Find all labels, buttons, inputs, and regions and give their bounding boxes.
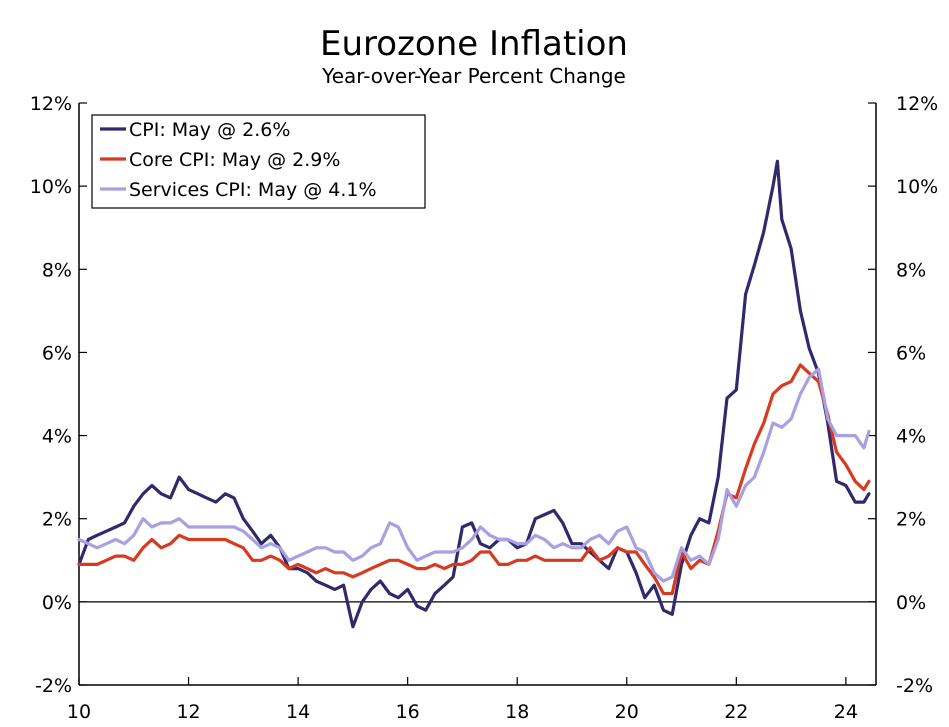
y-tick-label-left: 6% <box>42 342 72 364</box>
legend-label-3: Services CPI: May @ 4.1% <box>129 179 377 201</box>
x-tick-label: 14 <box>286 701 310 723</box>
series-line-3 <box>77 367 871 583</box>
plot-area: 12% 12% 10% 10% 8% 8% 6% 6% 4% 4% 2% 2% 0% 0% -2% -2% 10… <box>30 93 938 723</box>
y-tick-label-left: 10% <box>30 176 72 198</box>
y-tick-label-right: 6% <box>896 342 926 364</box>
y-tick-label-right: 8% <box>896 259 926 281</box>
y-tick-label-right: 2% <box>896 509 926 531</box>
y-tick-label-right: 4% <box>896 426 926 448</box>
y-tick-label-right: 12% <box>896 93 938 115</box>
chart-title: Eurozone Inflation <box>320 24 628 64</box>
y-tick-label-right: 10% <box>896 176 938 198</box>
y-tick-label-left: 4% <box>42 426 72 448</box>
chart-subtitle: Year-over-Year Percent Change <box>321 64 626 88</box>
x-tick-label: 12 <box>176 701 200 723</box>
series-line-1 <box>77 159 871 629</box>
y-tick-label-left: 12% <box>30 93 72 115</box>
legend-box <box>91 114 426 209</box>
y-tick-label-left: 8% <box>42 259 72 281</box>
y-tick-label-right: 0% <box>896 592 926 614</box>
x-tick-label: 18 <box>505 701 529 723</box>
x-tick-label: 20 <box>615 701 639 723</box>
x-tick-label: 16 <box>396 701 420 723</box>
x-tick-label: 24 <box>834 701 858 723</box>
y-tick-label-right: -2% <box>896 675 933 697</box>
x-tick-label: 10 <box>67 701 91 723</box>
x-tick-label: 22 <box>724 701 748 723</box>
series-line-2 <box>77 363 871 596</box>
y-tick-label-left: -2% <box>35 675 72 697</box>
y-tick-label-left: 0% <box>42 592 72 614</box>
legend-label-1: CPI: May @ 2.6% <box>129 119 290 141</box>
legend-label-2: Core CPI: May @ 2.9% <box>129 149 340 171</box>
y-tick-label-left: 2% <box>42 509 72 531</box>
legend: CPI: May @ 2.6% Core CPI: May @ 2.9% Servi… <box>91 114 426 209</box>
